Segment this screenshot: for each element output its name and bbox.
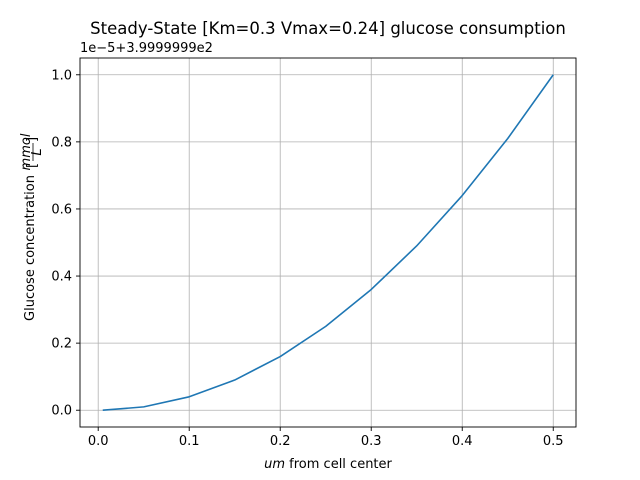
y-tick-label-3: 0.6 xyxy=(51,202,72,217)
x-tick-label-2: 0.2 xyxy=(270,434,291,449)
x-tick-label-5: 0.5 xyxy=(543,434,564,449)
y-axis-label-unit-denominator: L xyxy=(30,148,45,155)
y-axis-label-text: Glucose concentration xyxy=(23,175,38,321)
y-axis-label: Glucose concentration [ mmol L ] xyxy=(19,133,45,321)
x-tick-label-1: 0.1 xyxy=(179,434,200,449)
y-axis-label-right-bracket: ] xyxy=(25,137,40,142)
y-axis-offset-text: 1e−5+3.9999999e2 xyxy=(80,41,213,56)
y-tick-label-0: 0.0 xyxy=(51,404,72,419)
axes-frame xyxy=(79,57,577,428)
y-tick-label-5: 1.0 xyxy=(51,68,72,83)
chart-title: Steady-State [Km=0.3 Vmax=0.24] glucose … xyxy=(90,19,566,38)
y-tick-label-4: 0.8 xyxy=(51,135,72,150)
x-tick-label-4: 0.4 xyxy=(452,434,473,449)
x-axis-label: um from cell center xyxy=(264,457,392,472)
y-tick-label-1: 0.2 xyxy=(51,337,72,352)
x-axis-label-unit: um xyxy=(264,457,285,472)
series-line xyxy=(102,74,554,412)
x-axis-label-text: from cell center xyxy=(285,457,392,472)
x-tick-label-3: 0.3 xyxy=(361,434,382,449)
y-axis-label-unit-numerator: mmol xyxy=(19,133,34,170)
plot-area: 0.0 0.1 0.2 0.3 0.4 0.5 0.0 0.2 0.4 0.6 0.8 1.0 xyxy=(51,57,577,449)
x-tick-label-0: 0.0 xyxy=(88,434,109,449)
y-axis-label-left-bracket: [ xyxy=(25,163,40,168)
y-tick-label-2: 0.4 xyxy=(51,270,72,285)
